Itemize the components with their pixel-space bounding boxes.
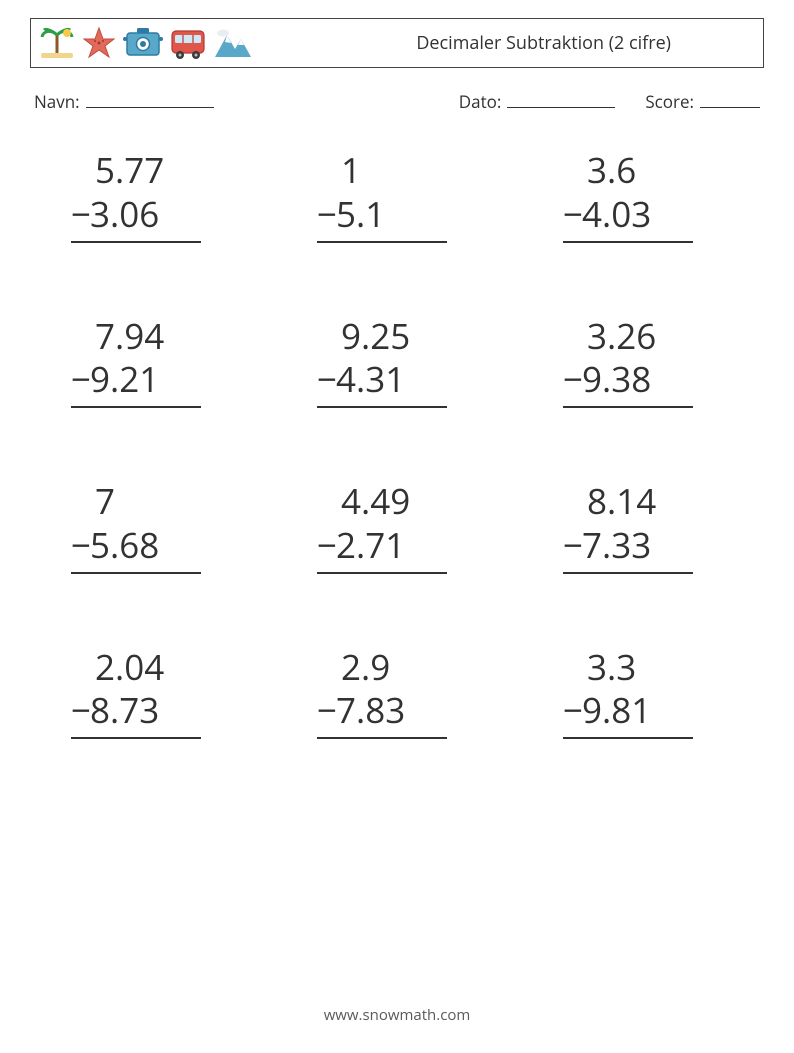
subtrahend: −7.83 [317,689,447,739]
bus-icon [169,25,207,61]
subtrahend: −9.21 [71,358,201,408]
minuend: 3.6 [563,149,636,193]
date-label: Dato: [459,90,502,113]
minuend: 9.25 [317,315,410,359]
problem: 7−5.68 [71,480,231,574]
problem: 3.3−9.81 [563,646,723,740]
mountain-icon [213,25,253,61]
meta-name: Navn: [34,90,214,113]
problem: 4.49−2.71 [317,480,477,574]
problem: 2.9−7.83 [317,646,477,740]
subtrahend: −9.81 [563,689,693,739]
subtrahend: −5.68 [71,524,201,574]
subtrahend: −3.06 [71,193,201,243]
worksheet-page: Decimaler Subtraktion (2 cifre) Navn: Da… [0,0,794,1053]
subtrahend: −4.31 [317,358,447,408]
problem: 3.26−9.38 [563,315,723,409]
header-icon-row [39,25,253,61]
starfish-icon [81,25,117,61]
palm-tree-icon [39,25,75,61]
minuend: 7.94 [71,315,164,359]
minuend: 1 [317,149,361,193]
score-blank[interactable] [700,90,760,108]
header-box: Decimaler Subtraktion (2 cifre) [30,18,764,68]
minuend: 3.3 [563,646,636,690]
meta-row: Navn: Dato: Score: [30,90,764,113]
problem: 8.14−7.33 [563,480,723,574]
minuend: 7 [71,480,115,524]
problem: 3.6−4.03 [563,149,723,243]
name-label: Navn: [34,90,80,113]
minuend: 2.9 [317,646,390,690]
minuend: 3.26 [563,315,656,359]
subtrahend: −5.1 [317,193,447,243]
minuend: 5.77 [71,149,164,193]
problem: 5.77−3.06 [71,149,231,243]
name-blank[interactable] [86,90,214,108]
problem: 7.94−9.21 [71,315,231,409]
subtrahend: −2.71 [317,524,447,574]
subtrahend: −7.33 [563,524,693,574]
problem: 2.04−8.73 [71,646,231,740]
camera-icon [123,25,163,61]
problems-grid: 5.77−3.06 1−5.1 3.6−4.03 7.94−9.21 9.25−4.31… [30,149,764,739]
problem: 1−5.1 [317,149,477,243]
minuend: 8.14 [563,480,656,524]
meta-right: Dato: Score: [459,90,760,113]
minuend: 4.49 [317,480,410,524]
problem: 9.25−4.31 [317,315,477,409]
date-blank[interactable] [507,90,615,108]
subtrahend: −4.03 [563,193,693,243]
worksheet-title: Decimaler Subtraktion (2 cifre) [416,31,751,55]
subtrahend: −9.38 [563,358,693,408]
subtrahend: −8.73 [71,689,201,739]
footer-url: www.snowmath.com [0,1005,794,1025]
minuend: 2.04 [71,646,164,690]
score-label: Score: [645,90,694,113]
